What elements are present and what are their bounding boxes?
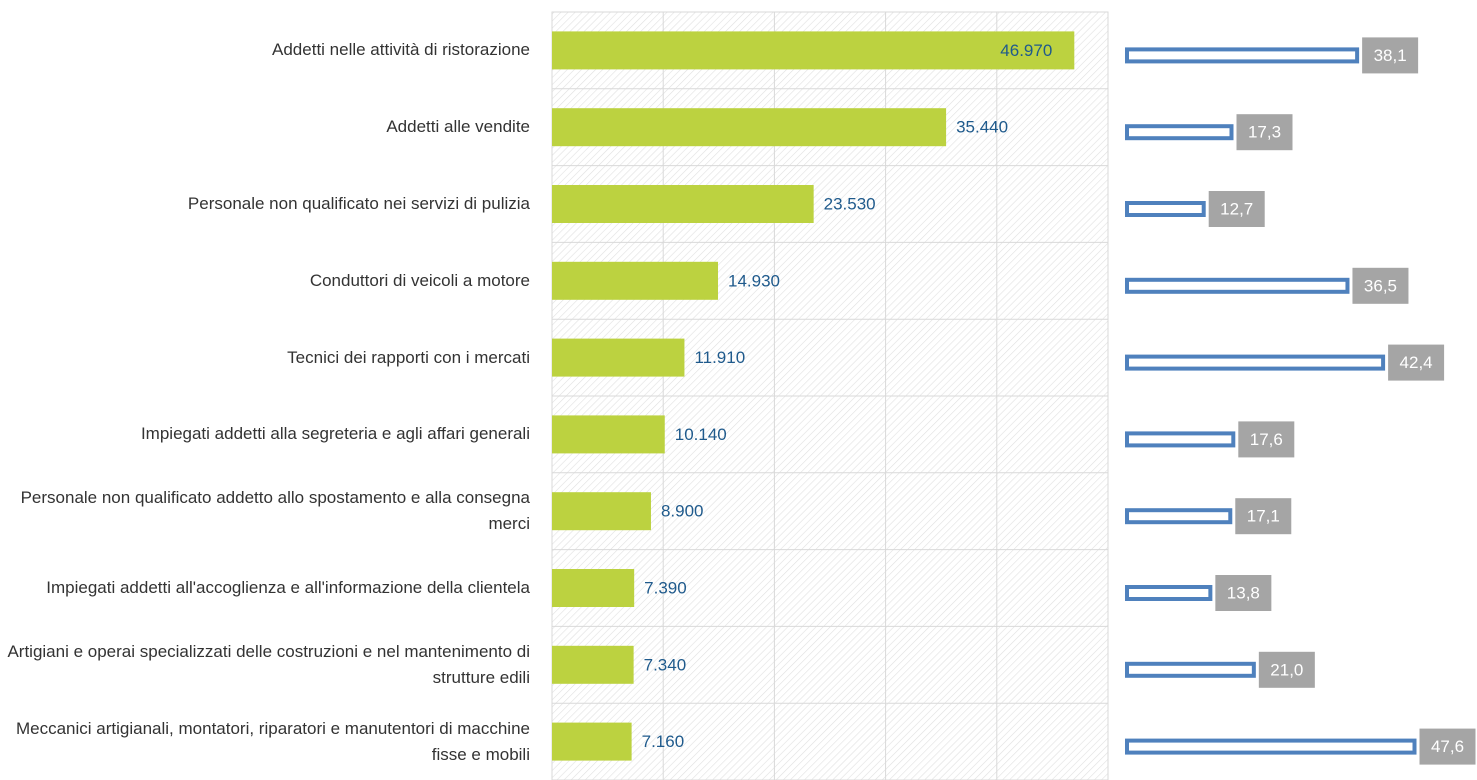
bar — [1125, 431, 1236, 448]
value-label: 17,3 — [1248, 123, 1281, 142]
value-label: 36,5 — [1364, 276, 1397, 295]
category-label: Meccanici artigianali, montatori, ripara… — [15, 718, 530, 764]
bar — [552, 492, 651, 531]
bar — [552, 722, 632, 761]
value-label: 11.910 — [694, 348, 745, 367]
value-label-box — [1215, 575, 1272, 611]
value-label-box — [1362, 37, 1419, 74]
value-label: 35.440 — [956, 118, 1008, 137]
value-label: 21,0 — [1270, 660, 1303, 679]
bar — [1125, 277, 1350, 294]
value-label: 42,4 — [1400, 353, 1433, 372]
bar — [1125, 738, 1417, 755]
category-label: Impiegati addetti all'accoglienza e all'… — [46, 577, 530, 597]
value-label: 7.390 — [644, 578, 687, 597]
value-label: 17,1 — [1247, 507, 1280, 526]
bar — [1125, 585, 1213, 601]
bar — [552, 261, 719, 300]
bar — [552, 338, 685, 377]
bar — [552, 569, 635, 607]
category-label: Artigiani e operai specializzati delle c… — [7, 641, 530, 687]
value-label-box — [1208, 191, 1265, 227]
value-label-box — [1388, 344, 1445, 381]
bar — [1125, 508, 1233, 525]
bar — [1125, 354, 1386, 371]
bar — [552, 415, 665, 454]
bar — [1125, 124, 1234, 141]
value-label: 14.930 — [728, 271, 780, 290]
value-label: 7.340 — [644, 655, 687, 674]
bar — [1125, 47, 1360, 64]
value-label: 47,6 — [1431, 737, 1464, 756]
category-label: Addetti alle vendite — [386, 117, 530, 137]
value-label: 10.140 — [675, 425, 727, 444]
category-label: Impiegati addetti alla segreteria e agli… — [140, 424, 530, 444]
value-label-box — [1235, 498, 1292, 535]
category-label: Addetti nelle attività di ristorazione — [272, 40, 530, 60]
value-label: 46.970 — [1000, 41, 1052, 60]
category-label: Tecnici dei rapporti con i mercati — [287, 347, 530, 367]
value-label: 17,6 — [1250, 430, 1283, 449]
value-label: 7.160 — [642, 732, 685, 751]
value-label-box — [1238, 421, 1295, 458]
value-label: 8.900 — [661, 502, 704, 521]
value-label-box — [1236, 114, 1293, 151]
bar — [552, 31, 1075, 70]
bar — [552, 185, 814, 223]
value-label-box — [1352, 267, 1409, 304]
category-label: Personale non qualificato addetto allo s… — [20, 488, 530, 534]
bar — [1125, 201, 1206, 217]
value-label: 38,1 — [1374, 46, 1407, 65]
value-label-box — [1258, 651, 1315, 688]
bar — [552, 645, 634, 684]
bar — [552, 108, 947, 147]
category-label: Conduttori di veicoli a motore — [309, 270, 530, 290]
value-label: 23.530 — [824, 194, 876, 213]
category-label: Personale non qualificato nei servizi di… — [187, 193, 530, 213]
value-label: 12,7 — [1220, 199, 1253, 218]
value-label: 13,8 — [1227, 583, 1260, 602]
bar — [1125, 661, 1256, 678]
value-label-box — [1419, 728, 1476, 765]
